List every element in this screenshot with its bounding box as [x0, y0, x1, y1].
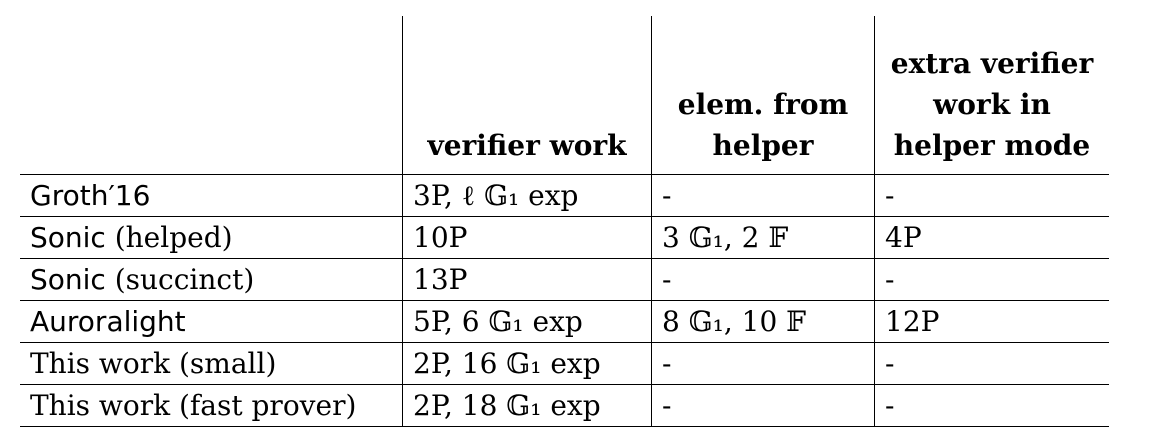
elem-from-helper-cell: - [651, 174, 875, 217]
scheme-note: (succinct) [105, 263, 255, 296]
verifier-work-cell: 10P [402, 216, 652, 259]
scheme-cell: Sonic (succinct) [20, 258, 403, 301]
verifier-work-cell: 2P, 18 𝔾₁ exp [402, 384, 652, 427]
verifier-work-cell: 5P, 6 𝔾₁ exp [402, 300, 652, 343]
scheme-cell: Sonic (helped) [20, 216, 403, 259]
extra-work-cell: 4P [874, 216, 1109, 259]
elem-from-helper-cell: - [651, 342, 875, 385]
elem-from-helper-cell: 3 𝔾₁, 2 𝔽 [651, 216, 875, 259]
table-row: Groth′16 3P, ℓ 𝔾₁ exp - - [20, 174, 1109, 217]
scheme-name: Auroralight [30, 305, 186, 338]
extra-work-cell: 12P [874, 300, 1109, 343]
header-row: verifier work elem. from helper extra ve… [20, 16, 1109, 175]
table-row: Sonic (helped) 10P 3 𝔾₁, 2 𝔽 4P [20, 216, 1109, 259]
verifier-work-cell: 13P [402, 258, 652, 301]
extra-work-cell: - [874, 342, 1109, 385]
verifier-work-cell: 3P, ℓ 𝔾₁ exp [402, 174, 652, 217]
comparison-table: verifier work elem. from helper extra ve… [20, 16, 1109, 427]
scheme-name: Groth′16 [30, 179, 151, 212]
scheme-note: This work (fast prover) [30, 389, 357, 422]
header-extra-verifier-work: extra verifier work in helper mode [874, 16, 1109, 175]
scheme-cell: Groth′16 [20, 174, 403, 217]
header-scheme [20, 16, 403, 175]
table-row: Sonic (succinct) 13P - - [20, 258, 1109, 301]
scheme-cell: This work (small) [20, 342, 403, 385]
header-verifier-work: verifier work [402, 16, 652, 175]
extra-work-cell: - [874, 384, 1109, 427]
elem-from-helper-cell: 8 𝔾₁, 10 𝔽 [651, 300, 875, 343]
table-row: Auroralight 5P, 6 𝔾₁ exp 8 𝔾₁, 10 𝔽 12P [20, 300, 1109, 343]
table-row: This work (fast prover) 2P, 18 𝔾₁ exp - … [20, 384, 1109, 427]
scheme-name: Sonic [30, 263, 106, 296]
scheme-cell: Auroralight [20, 300, 403, 343]
scheme-note: This work (small) [30, 347, 277, 380]
elem-from-helper-cell: - [651, 384, 875, 427]
table-body: Groth′16 3P, ℓ 𝔾₁ exp - - Sonic (helped)… [20, 174, 1109, 427]
header-elem-from-helper: elem. from helper [651, 16, 875, 175]
scheme-name: Sonic [30, 221, 106, 254]
elem-from-helper-cell: - [651, 258, 875, 301]
scheme-note: (helped) [105, 221, 233, 254]
verifier-work-cell: 2P, 16 𝔾₁ exp [402, 342, 652, 385]
scheme-cell: This work (fast prover) [20, 384, 403, 427]
table-header: verifier work elem. from helper extra ve… [20, 16, 1109, 175]
extra-work-cell: - [874, 174, 1109, 217]
table-row: This work (small) 2P, 16 𝔾₁ exp - - [20, 342, 1109, 385]
extra-work-cell: - [874, 258, 1109, 301]
